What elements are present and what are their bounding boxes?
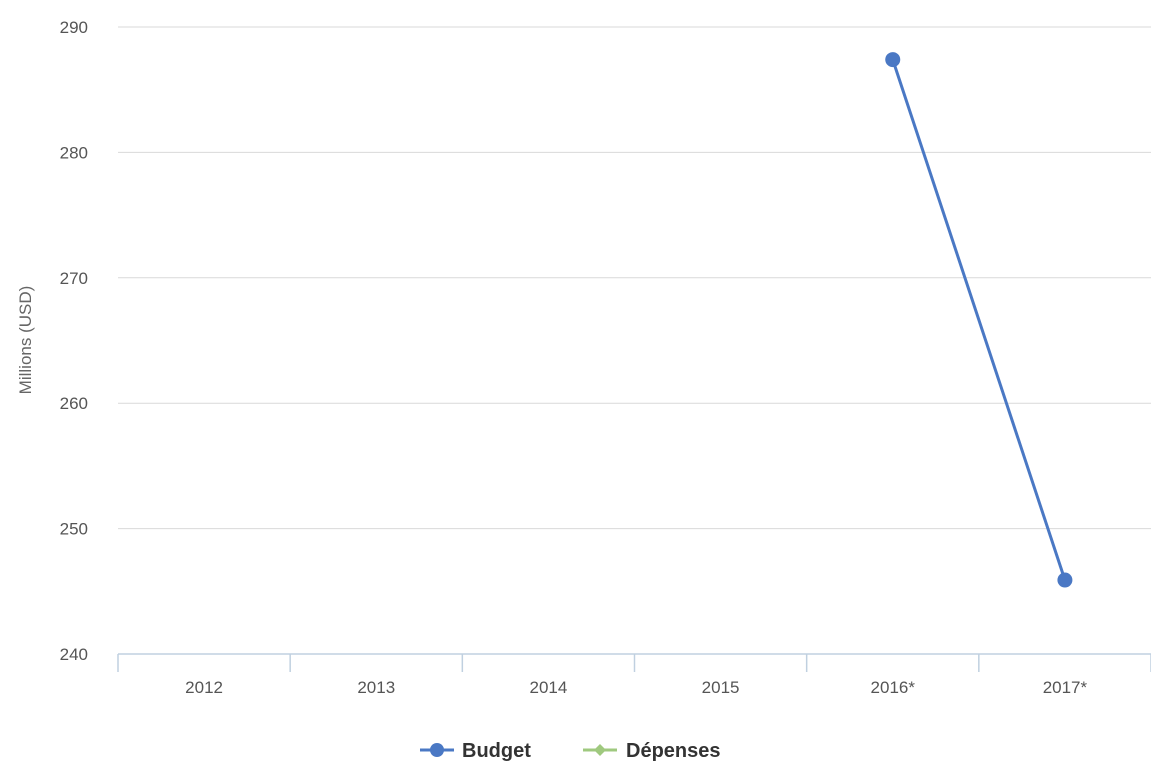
y-tick-label: 290: [60, 18, 88, 37]
y-tick-label: 270: [60, 269, 88, 288]
x-tick-label: 2017*: [1043, 678, 1088, 697]
y-axis-title: Millions (USD): [16, 286, 35, 395]
legend-label: Dépenses: [626, 740, 721, 762]
x-tick-label: 2013: [357, 678, 395, 697]
x-tick-label: 2015: [702, 678, 740, 697]
y-tick-label: 250: [60, 520, 88, 539]
y-tick-label: 260: [60, 394, 88, 413]
x-tick-label: 2014: [530, 678, 568, 697]
legend: Budget Dépenses: [420, 740, 721, 762]
legend-item: Budget: [420, 740, 531, 762]
series-layer: [885, 52, 1073, 588]
legend-label: Budget: [462, 740, 531, 762]
legend-item: Dépenses: [583, 740, 721, 762]
data-point: [1057, 572, 1073, 588]
x-tick-label: 2016*: [871, 678, 916, 697]
data-point: [885, 52, 901, 68]
y-tick-label: 280: [60, 143, 88, 162]
series-line: [891, 59, 1067, 581]
legend-marker: [594, 744, 606, 756]
y-axis-tick-labels: 240 250 260 270 280 290: [60, 18, 88, 664]
gridlines: [118, 26, 1151, 530]
x-tick-label: 2012: [185, 678, 223, 697]
y-tick-label: 240: [60, 645, 88, 664]
legend-marker: [430, 743, 444, 757]
x-axis-ticks: 2012 2013 2014 2015 2016* 2017*: [117, 654, 1151, 697]
